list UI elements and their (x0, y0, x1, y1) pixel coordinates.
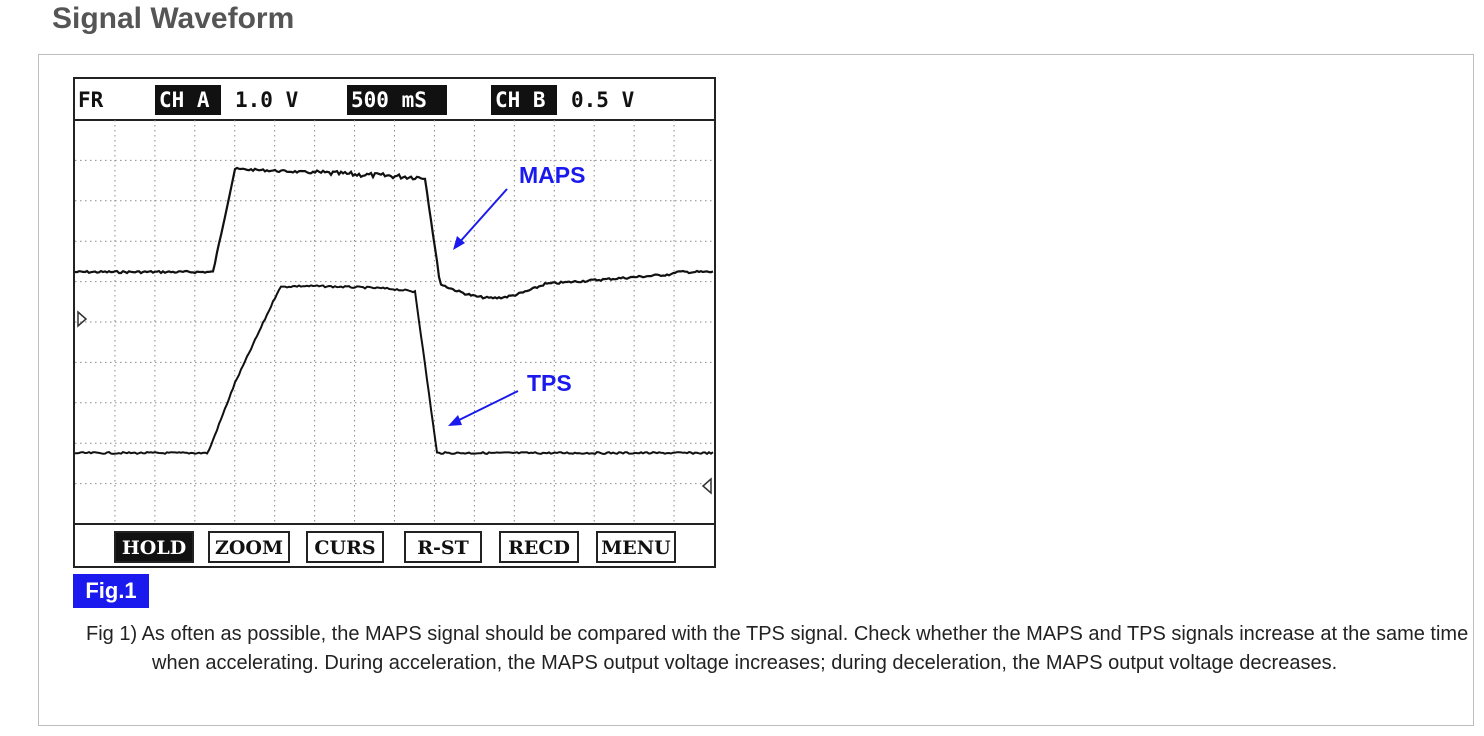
timebase-tag-bg (347, 85, 447, 115)
ch-a-tag-bg (155, 85, 221, 115)
scope-button-label: ZOOM (215, 537, 283, 559)
tps-arrow-icon (448, 415, 462, 426)
scope-button-menu[interactable]: MENU (596, 531, 676, 563)
scope-button-hold[interactable]: HOLD (114, 531, 194, 563)
ch-b-ground-marker-icon (701, 477, 712, 495)
oscilloscope-screen: FR CH A 1.0 V 500 mS CH B 0.5 V MAPS TPS… (73, 77, 716, 568)
oscilloscope-svg: FR CH A 1.0 V 500 mS CH B 0.5 V MAPS TPS… (75, 85, 714, 563)
scope-button-label: HOLD (122, 537, 186, 559)
scope-button-label: CURS (314, 537, 375, 559)
ch-a-label: CH A (159, 88, 210, 112)
ch-b-scale: 0.5 V (571, 88, 635, 112)
scope-button-rst[interactable]: R-ST (404, 531, 482, 563)
tps-label: TPS (527, 370, 572, 396)
scope-button-bar: HOLD ZOOM CURS R-ST RECD MENU (114, 531, 676, 563)
ch-b-label: CH B (495, 88, 546, 112)
section-title: Signal Waveform (52, 2, 295, 35)
maps-arrow-icon (453, 236, 465, 250)
tps-waveform (75, 284, 714, 456)
scope-button-recd[interactable]: RECD (499, 531, 579, 563)
scope-header: FR CH A 1.0 V 500 mS CH B 0.5 V (75, 85, 714, 121)
maps-arrow-line (457, 188, 508, 245)
ch-b-tag-bg (491, 85, 557, 115)
timebase-label: 500 mS (351, 88, 427, 112)
ch-a-ground-marker-icon (77, 310, 88, 328)
mode-label: FR (78, 88, 104, 112)
maps-label: MAPS (519, 162, 585, 188)
scope-button-label: RECD (508, 537, 570, 559)
scope-button-curs[interactable]: CURS (306, 531, 384, 563)
ch-a-scale: 1.0 V (235, 88, 299, 112)
tps-arrow-line (454, 390, 519, 423)
scope-button-label: R-ST (417, 537, 469, 559)
figure-caption: Fig 1) As often as possible, the MAPS si… (86, 623, 1469, 674)
figure-badge: Fig.1 (73, 574, 149, 608)
scope-button-label: MENU (601, 537, 671, 559)
scope-grid (75, 120, 714, 524)
maps-waveform (75, 166, 714, 300)
scope-button-zoom[interactable]: ZOOM (208, 531, 290, 563)
figure-frame (38, 54, 1474, 726)
